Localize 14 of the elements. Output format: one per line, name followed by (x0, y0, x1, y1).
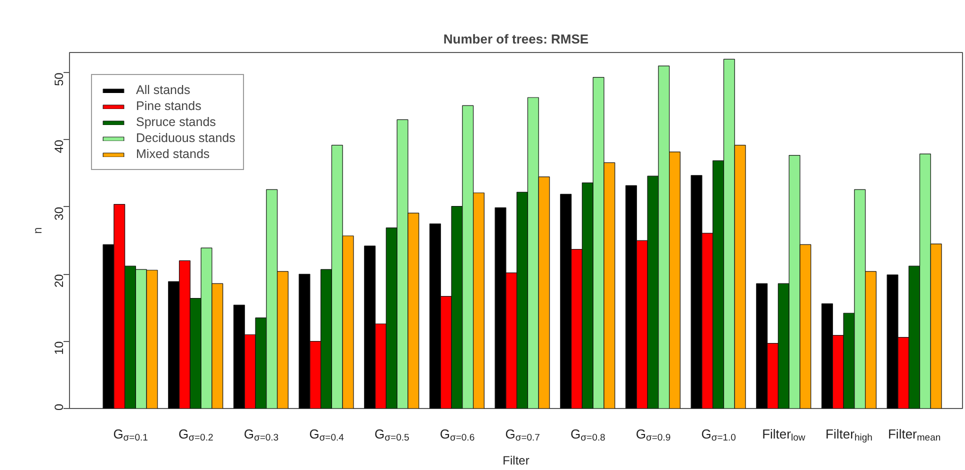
y-tick-label: 50 (52, 72, 66, 86)
legend-label: Mixed stands (136, 147, 210, 161)
legend-label: Spruce stands (136, 115, 216, 129)
y-tick-label: 30 (52, 206, 66, 220)
legend-label: Deciduous stands (136, 131, 236, 145)
chart-title: Number of trees: RMSE (443, 32, 589, 46)
y-tick-label: 0 (52, 404, 66, 410)
legend-label: All stands (136, 83, 190, 97)
x-axis-title: Filter (502, 454, 530, 468)
y-tick-label: 20 (52, 274, 66, 288)
y-axis-title: n (30, 227, 44, 234)
y-tick-label: 10 (52, 341, 66, 355)
legend-label: Pine stands (136, 99, 202, 113)
y-tick-label: 40 (52, 139, 66, 154)
